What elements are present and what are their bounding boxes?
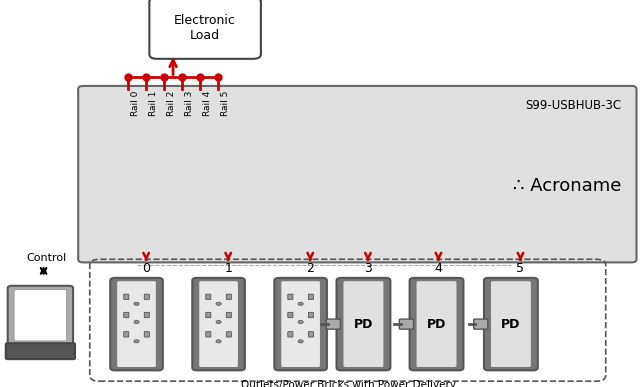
- Text: PD: PD: [501, 318, 520, 330]
- Text: Rail 5: Rail 5: [221, 91, 229, 116]
- Circle shape: [134, 302, 139, 305]
- FancyBboxPatch shape: [474, 319, 488, 329]
- FancyBboxPatch shape: [149, 0, 261, 59]
- Circle shape: [298, 320, 303, 324]
- Text: S99-USBHUB-3C: S99-USBHUB-3C: [526, 99, 622, 112]
- Text: Outlets/Power Bricks with Power Delivery: Outlets/Power Bricks with Power Delivery: [240, 380, 456, 387]
- FancyBboxPatch shape: [288, 332, 293, 337]
- FancyBboxPatch shape: [410, 278, 463, 370]
- FancyBboxPatch shape: [343, 281, 384, 368]
- Text: Electronic
Load: Electronic Load: [174, 14, 236, 42]
- FancyBboxPatch shape: [117, 281, 156, 368]
- Text: 4: 4: [435, 262, 442, 276]
- FancyBboxPatch shape: [226, 332, 231, 337]
- FancyBboxPatch shape: [288, 312, 293, 318]
- FancyBboxPatch shape: [416, 281, 457, 368]
- Text: 2: 2: [306, 262, 314, 276]
- FancyBboxPatch shape: [124, 332, 129, 337]
- Text: Rail 4: Rail 4: [203, 91, 212, 116]
- FancyBboxPatch shape: [226, 312, 231, 318]
- FancyBboxPatch shape: [308, 312, 313, 318]
- FancyBboxPatch shape: [274, 278, 327, 370]
- Text: 3: 3: [364, 262, 372, 276]
- FancyBboxPatch shape: [206, 332, 211, 337]
- Text: PD: PD: [427, 318, 446, 330]
- FancyBboxPatch shape: [281, 281, 320, 368]
- FancyBboxPatch shape: [399, 319, 413, 329]
- Circle shape: [134, 320, 139, 324]
- Circle shape: [298, 302, 303, 305]
- FancyBboxPatch shape: [490, 281, 531, 368]
- Text: 1: 1: [224, 262, 232, 276]
- FancyBboxPatch shape: [14, 289, 67, 341]
- Text: Rail 3: Rail 3: [185, 91, 194, 116]
- FancyBboxPatch shape: [144, 294, 149, 300]
- FancyBboxPatch shape: [326, 319, 340, 329]
- Text: Rail 1: Rail 1: [149, 91, 158, 116]
- FancyBboxPatch shape: [206, 294, 211, 300]
- Text: 0: 0: [142, 262, 150, 276]
- FancyBboxPatch shape: [144, 312, 149, 318]
- FancyBboxPatch shape: [78, 86, 637, 262]
- FancyBboxPatch shape: [6, 343, 75, 359]
- Text: 5: 5: [517, 262, 524, 276]
- FancyBboxPatch shape: [337, 278, 390, 370]
- Text: Rail 2: Rail 2: [167, 91, 176, 116]
- FancyBboxPatch shape: [124, 312, 129, 318]
- Text: Control: Control: [26, 253, 66, 264]
- Text: Rail 0: Rail 0: [131, 91, 140, 116]
- FancyBboxPatch shape: [308, 294, 313, 300]
- Circle shape: [298, 340, 303, 343]
- Circle shape: [134, 340, 139, 343]
- Text: ∴ Acroname: ∴ Acroname: [513, 177, 622, 195]
- Circle shape: [216, 340, 221, 343]
- FancyBboxPatch shape: [288, 294, 293, 300]
- FancyBboxPatch shape: [206, 312, 211, 318]
- FancyBboxPatch shape: [8, 286, 73, 345]
- FancyBboxPatch shape: [192, 278, 245, 370]
- FancyBboxPatch shape: [199, 281, 238, 368]
- FancyBboxPatch shape: [110, 278, 163, 370]
- FancyBboxPatch shape: [144, 332, 149, 337]
- FancyBboxPatch shape: [484, 278, 538, 370]
- Circle shape: [216, 302, 221, 305]
- Text: PD: PD: [354, 318, 373, 330]
- FancyBboxPatch shape: [124, 294, 129, 300]
- FancyBboxPatch shape: [226, 294, 231, 300]
- FancyBboxPatch shape: [308, 332, 313, 337]
- Circle shape: [216, 320, 221, 324]
